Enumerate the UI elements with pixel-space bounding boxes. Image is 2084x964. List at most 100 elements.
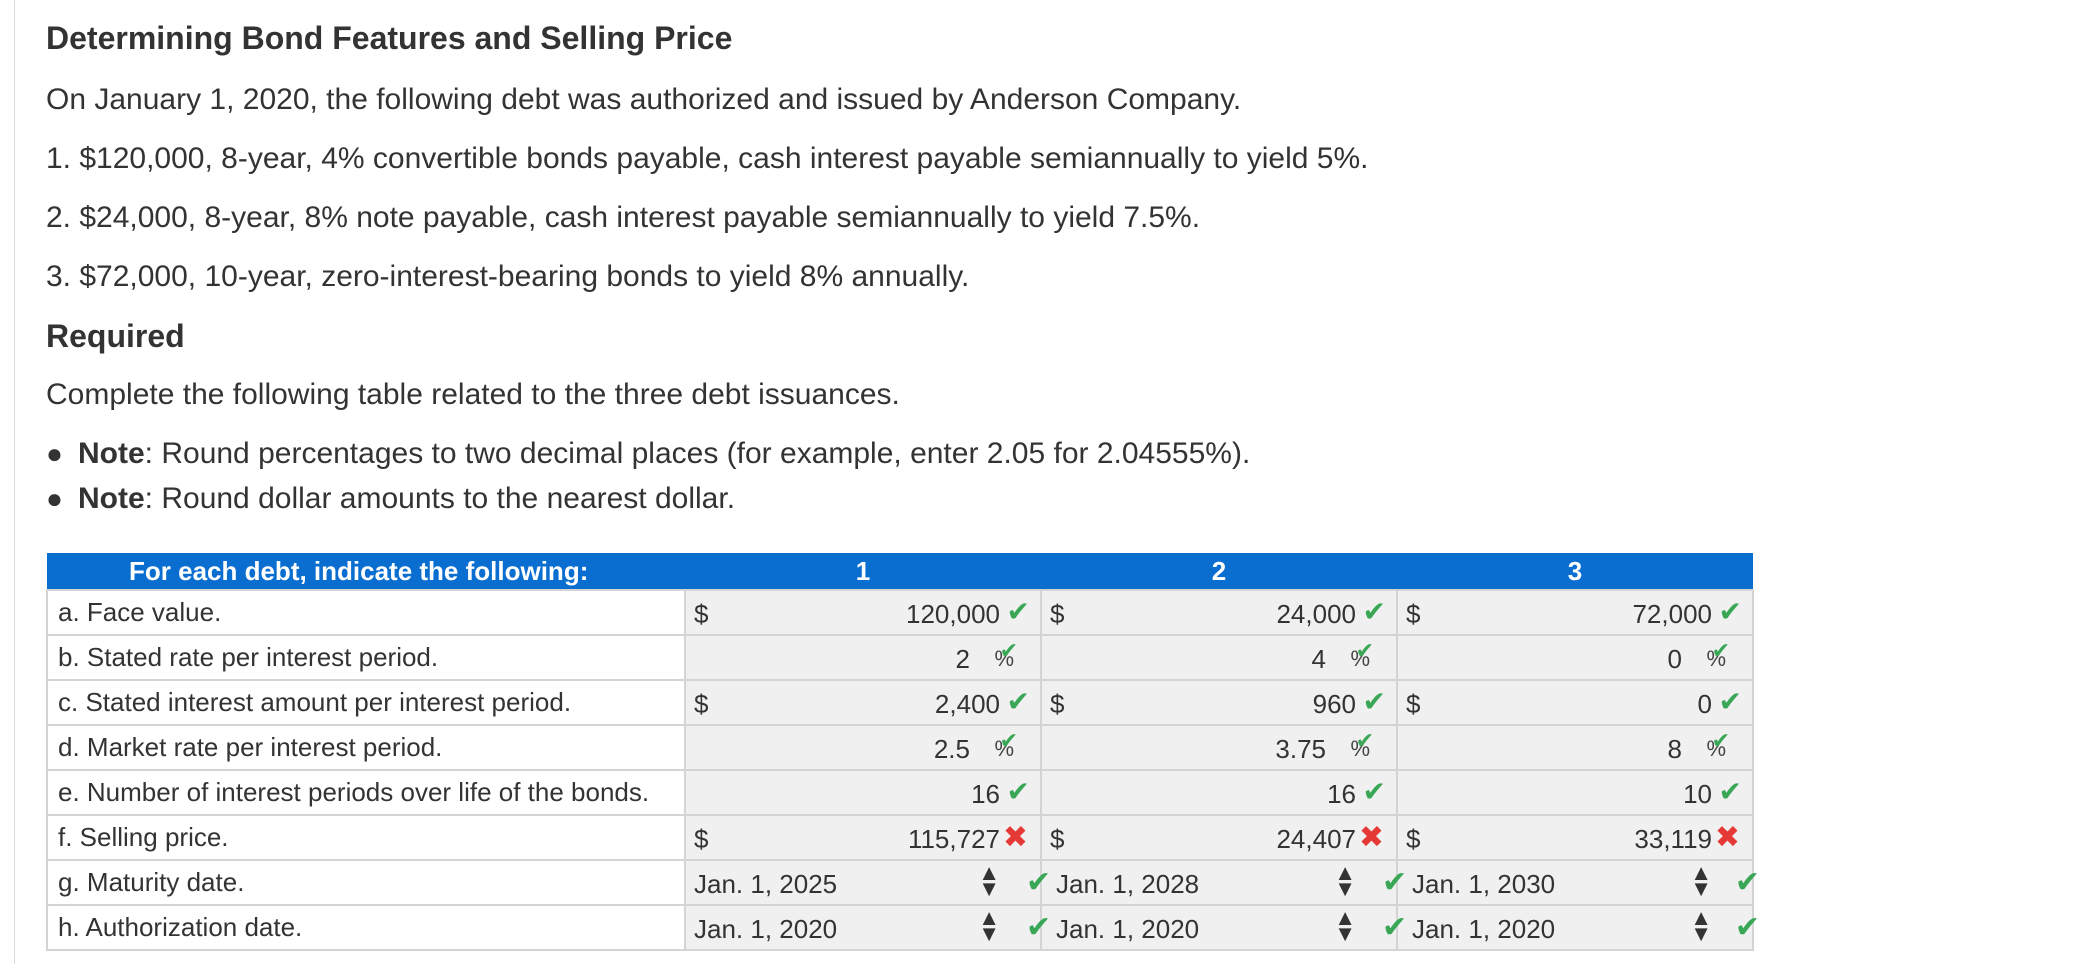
market-rate-3-input[interactable]: 8 % ✔ <box>1667 728 1730 764</box>
dollar-sign: $ <box>694 599 709 629</box>
row-label: a. Face value. <box>46 589 686 636</box>
percent-sign: % <box>1706 646 1726 671</box>
sort-arrows-icon: ▲ ▼ <box>1334 905 1356 946</box>
selling-price-1-input[interactable]: $ 115,727 ✖ <box>694 821 1028 854</box>
check-icon: ✔ <box>1718 686 1742 717</box>
stated-rate-2-input[interactable]: 4 % ✔ <box>1311 638 1374 674</box>
check-icon: ✔ <box>999 638 1018 663</box>
dollar-sign: $ <box>1406 824 1421 854</box>
check-icon: ✔ <box>1006 686 1030 717</box>
page-title: Determining Bond Features and Selling Pr… <box>46 20 733 56</box>
header-label: For each debt, indicate the following: <box>47 553 685 590</box>
check-icon: ✔ <box>999 728 1018 753</box>
market-rate-1-input[interactable]: 2.5 % ✔ <box>933 728 1018 764</box>
authorization-date-2-select[interactable]: ✔ Jan. 1, 2020 ▲ ▼ <box>1026 905 1356 946</box>
table-row: c. Stated interest amount per interest p… <box>46 679 1754 726</box>
periods-2-input[interactable]: 16 ✔ <box>1327 776 1386 809</box>
sort-arrows-icon: ▲ ▼ <box>1690 860 1712 901</box>
percent-sign: % <box>994 736 1014 761</box>
instruction-text: Complete the following table related to … <box>46 378 900 411</box>
col-header-2: 2 <box>1041 553 1397 590</box>
table-row: g. Maturity date. Jan. 1, 2025 ▲ ▼ ✔ Jan.… <box>46 859 1760 906</box>
x-icon: ✖ <box>1358 821 1384 854</box>
percent-sign: % <box>1350 646 1370 671</box>
maturity-date-2-select[interactable]: ✔ Jan. 1, 2028 ▲ ▼ <box>1026 860 1356 901</box>
periods-3-input[interactable]: 10 ✔ <box>1683 776 1742 809</box>
col-header-3: 3 <box>1397 553 1753 590</box>
stated-rate-1-input[interactable]: 2 % ✔ <box>955 638 1018 674</box>
row-label: d. Market rate per interest period. <box>46 724 686 771</box>
table-row: h. Authorization date. Jan. 1, 2020 ▲ ▼ ✔… <box>46 904 1760 951</box>
bullet-icon: ● <box>46 438 63 469</box>
row-label: b. Stated rate per interest period. <box>46 634 686 681</box>
selling-price-3-input[interactable]: $ 33,119 ✖ <box>1406 821 1740 854</box>
face-value-3-input[interactable]: $ 72,000 ✔ <box>1406 596 1742 629</box>
selling-price-2-input[interactable]: $ 24,407 ✖ <box>1050 821 1384 854</box>
debt-item-2: 2. $24,000, 8-year, 8% note payable, cas… <box>46 201 1201 234</box>
intro-text: On January 1, 2020, the following debt w… <box>46 83 1242 116</box>
x-icon: ✖ <box>1002 821 1028 854</box>
dollar-sign: $ <box>694 824 709 854</box>
check-icon: ✔ <box>1711 728 1730 753</box>
sort-arrows-icon: ▲ ▼ <box>978 905 1000 946</box>
note-percentages: ● Note: Round percentages to two decimal … <box>46 437 1251 470</box>
authorization-date-3-select[interactable]: ✔ Jan. 1, 2020 ▲ ▼ ✔ <box>1382 905 1760 946</box>
percent-sign: % <box>1350 736 1370 761</box>
panel-border <box>14 0 15 964</box>
col-header-1: 1 <box>685 553 1041 590</box>
check-icon: ✔ <box>1362 596 1386 627</box>
check-icon: ✔ <box>1362 686 1386 717</box>
check-icon: ✔ <box>1734 911 1760 944</box>
check-icon: ✔ <box>1382 866 1408 899</box>
check-icon: ✔ <box>1006 596 1030 627</box>
percent-sign: % <box>1706 736 1726 761</box>
bullet-icon: ● <box>46 483 63 514</box>
market-rate-2-input[interactable]: 3.75 % ✔ <box>1275 728 1374 764</box>
check-icon: ✔ <box>1718 596 1742 627</box>
check-icon: ✔ <box>1355 728 1374 753</box>
required-heading: Required <box>46 318 185 354</box>
debt-item-3: 3. $72,000, 10-year, zero-interest-beari… <box>46 260 970 293</box>
sort-arrows-icon: ▲ ▼ <box>1334 860 1356 901</box>
row-label: f. Selling price. <box>46 814 686 861</box>
dollar-sign: $ <box>1050 689 1065 719</box>
check-icon: ✔ <box>1734 866 1760 899</box>
note-dollars: ● Note: Round dollar amounts to the neare… <box>46 482 736 515</box>
check-icon: ✔ <box>1026 866 1052 899</box>
debt-table: For each debt, indicate the following: 1… <box>46 553 1760 951</box>
authorization-date-1-select[interactable]: Jan. 1, 2020 ▲ ▼ <box>694 905 1000 946</box>
dollar-sign: $ <box>1406 689 1421 719</box>
check-icon: ✔ <box>1711 638 1730 663</box>
check-icon: ✔ <box>1026 911 1052 944</box>
row-label: c. Stated interest amount per interest p… <box>46 679 686 726</box>
row-label: g. Maturity date. <box>46 859 686 906</box>
table-row: f. Selling price. $ 115,727 ✖ $ 24,407 ✖… <box>46 814 1754 861</box>
sort-arrows-icon: ▲ ▼ <box>978 860 1000 901</box>
table-row: d. Market rate per interest period. 2.5 … <box>46 724 1754 771</box>
table-row: a. Face value. $ 120,000 ✔ $ 24,000 ✔ $ … <box>46 589 1754 636</box>
interest-amount-3-input[interactable]: $ 0 ✔ <box>1406 686 1742 719</box>
x-icon: ✖ <box>1714 821 1740 854</box>
maturity-date-1-select[interactable]: Jan. 1, 2025 ▲ ▼ <box>694 860 1000 901</box>
stated-rate-3-input[interactable]: 0 % ✔ <box>1667 638 1730 674</box>
periods-1-input[interactable]: 16 ✔ <box>971 776 1030 809</box>
table-header-row: For each debt, indicate the following: 1… <box>47 553 1753 590</box>
dollar-sign: $ <box>1406 599 1421 629</box>
percent-sign: % <box>994 646 1014 671</box>
face-value-1-input[interactable]: $ 120,000 ✔ <box>694 596 1030 629</box>
row-label: h. Authorization date. <box>46 904 686 951</box>
table-row: b. Stated rate per interest period. 2 % … <box>46 634 1754 681</box>
check-icon: ✔ <box>1355 638 1374 663</box>
check-icon: ✔ <box>1362 776 1386 807</box>
row-label: e. Number of interest periods over life … <box>46 769 686 816</box>
dollar-sign: $ <box>694 689 709 719</box>
interest-amount-1-input[interactable]: $ 2,400 ✔ <box>694 686 1030 719</box>
interest-amount-2-input[interactable]: $ 960 ✔ <box>1050 686 1386 719</box>
sort-arrows-icon: ▲ ▼ <box>1690 905 1712 946</box>
debt-item-1: 1. $120,000, 8-year, 4% convertible bond… <box>46 142 1369 175</box>
dollar-sign: $ <box>1050 824 1065 854</box>
maturity-date-3-select[interactable]: ✔ Jan. 1, 2030 ▲ ▼ ✔ <box>1382 860 1760 901</box>
check-icon: ✔ <box>1382 911 1408 944</box>
face-value-2-input[interactable]: $ 24,000 ✔ <box>1050 596 1386 629</box>
table-row: e. Number of interest periods over life … <box>46 769 1754 816</box>
